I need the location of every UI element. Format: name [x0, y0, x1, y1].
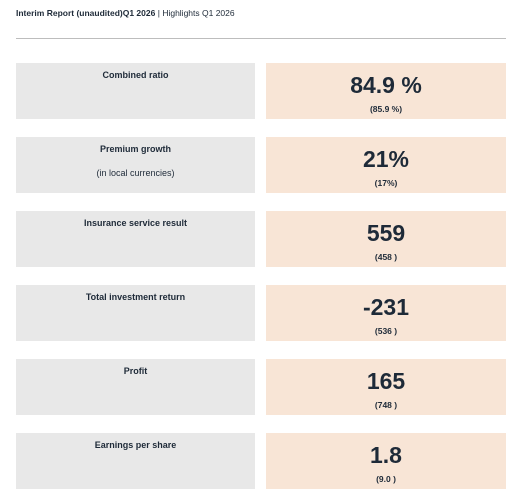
highlight-row: Profit 165 (748 ) — [16, 359, 506, 415]
report-title: Interim Report (unaudited)Q1 2026 — [16, 8, 156, 18]
metric-label: Total investment return — [85, 292, 186, 302]
prior-value: (17%) — [374, 178, 398, 188]
highlight-row: Earnings per share 1.8 (9.0 ) — [16, 433, 506, 489]
prior-value: (748 ) — [374, 400, 398, 410]
metric-value: 559 — [366, 220, 406, 246]
prior-value: (536 ) — [374, 326, 398, 336]
prior-value: (9.0 ) — [376, 474, 396, 484]
metric-label: Combined ratio — [102, 70, 169, 80]
prior-value: (85.9 %) — [369, 104, 403, 114]
value-box: 21% (17%) — [266, 137, 506, 193]
metric-value: 1.8 — [370, 442, 402, 468]
value-box: 1.8 (9.0 ) — [266, 433, 506, 489]
divider — [16, 38, 506, 39]
metric-label: Premium growth — [99, 144, 171, 154]
metric-value: 21% — [362, 146, 410, 172]
value-box: 559 (458 ) — [266, 211, 506, 267]
metric-label: Earnings per share — [94, 440, 177, 450]
highlight-row: Premium growth (in local currencies) 21% (1… — [16, 137, 506, 193]
metric-value: -231 — [362, 294, 410, 320]
label-box: Insurance service result — [16, 211, 255, 267]
label-box: Earnings per share — [16, 433, 255, 489]
highlight-row: Insurance service result 559 (458 ) — [16, 211, 506, 267]
highlight-row: Total investment return -231 (536 ) — [16, 285, 506, 341]
value-box: 165 (748 ) — [266, 359, 506, 415]
report-subtitle: Highlights Q1 2026 — [162, 8, 235, 18]
highlight-row: Combined ratio 84.9 % (85.9 %) — [16, 63, 506, 119]
metric-label: Insurance service result — [83, 218, 188, 228]
label-box: Total investment return — [16, 285, 255, 341]
metric-sublabel: (in local currencies) — [96, 168, 175, 178]
label-box: Profit — [16, 359, 255, 415]
metric-label: Profit — [123, 366, 148, 376]
label-box: Combined ratio — [16, 63, 255, 119]
header: Interim Report (unaudited)Q1 2026 | High… — [16, 8, 235, 18]
metric-value: 165 — [366, 368, 406, 394]
prior-value: (458 ) — [374, 252, 398, 262]
separator: | — [157, 8, 160, 18]
label-box: Premium growth (in local currencies) — [16, 137, 255, 193]
metric-value: 84.9 % — [350, 72, 422, 98]
value-box: 84.9 % (85.9 %) — [266, 63, 506, 119]
value-box: -231 (536 ) — [266, 285, 506, 341]
